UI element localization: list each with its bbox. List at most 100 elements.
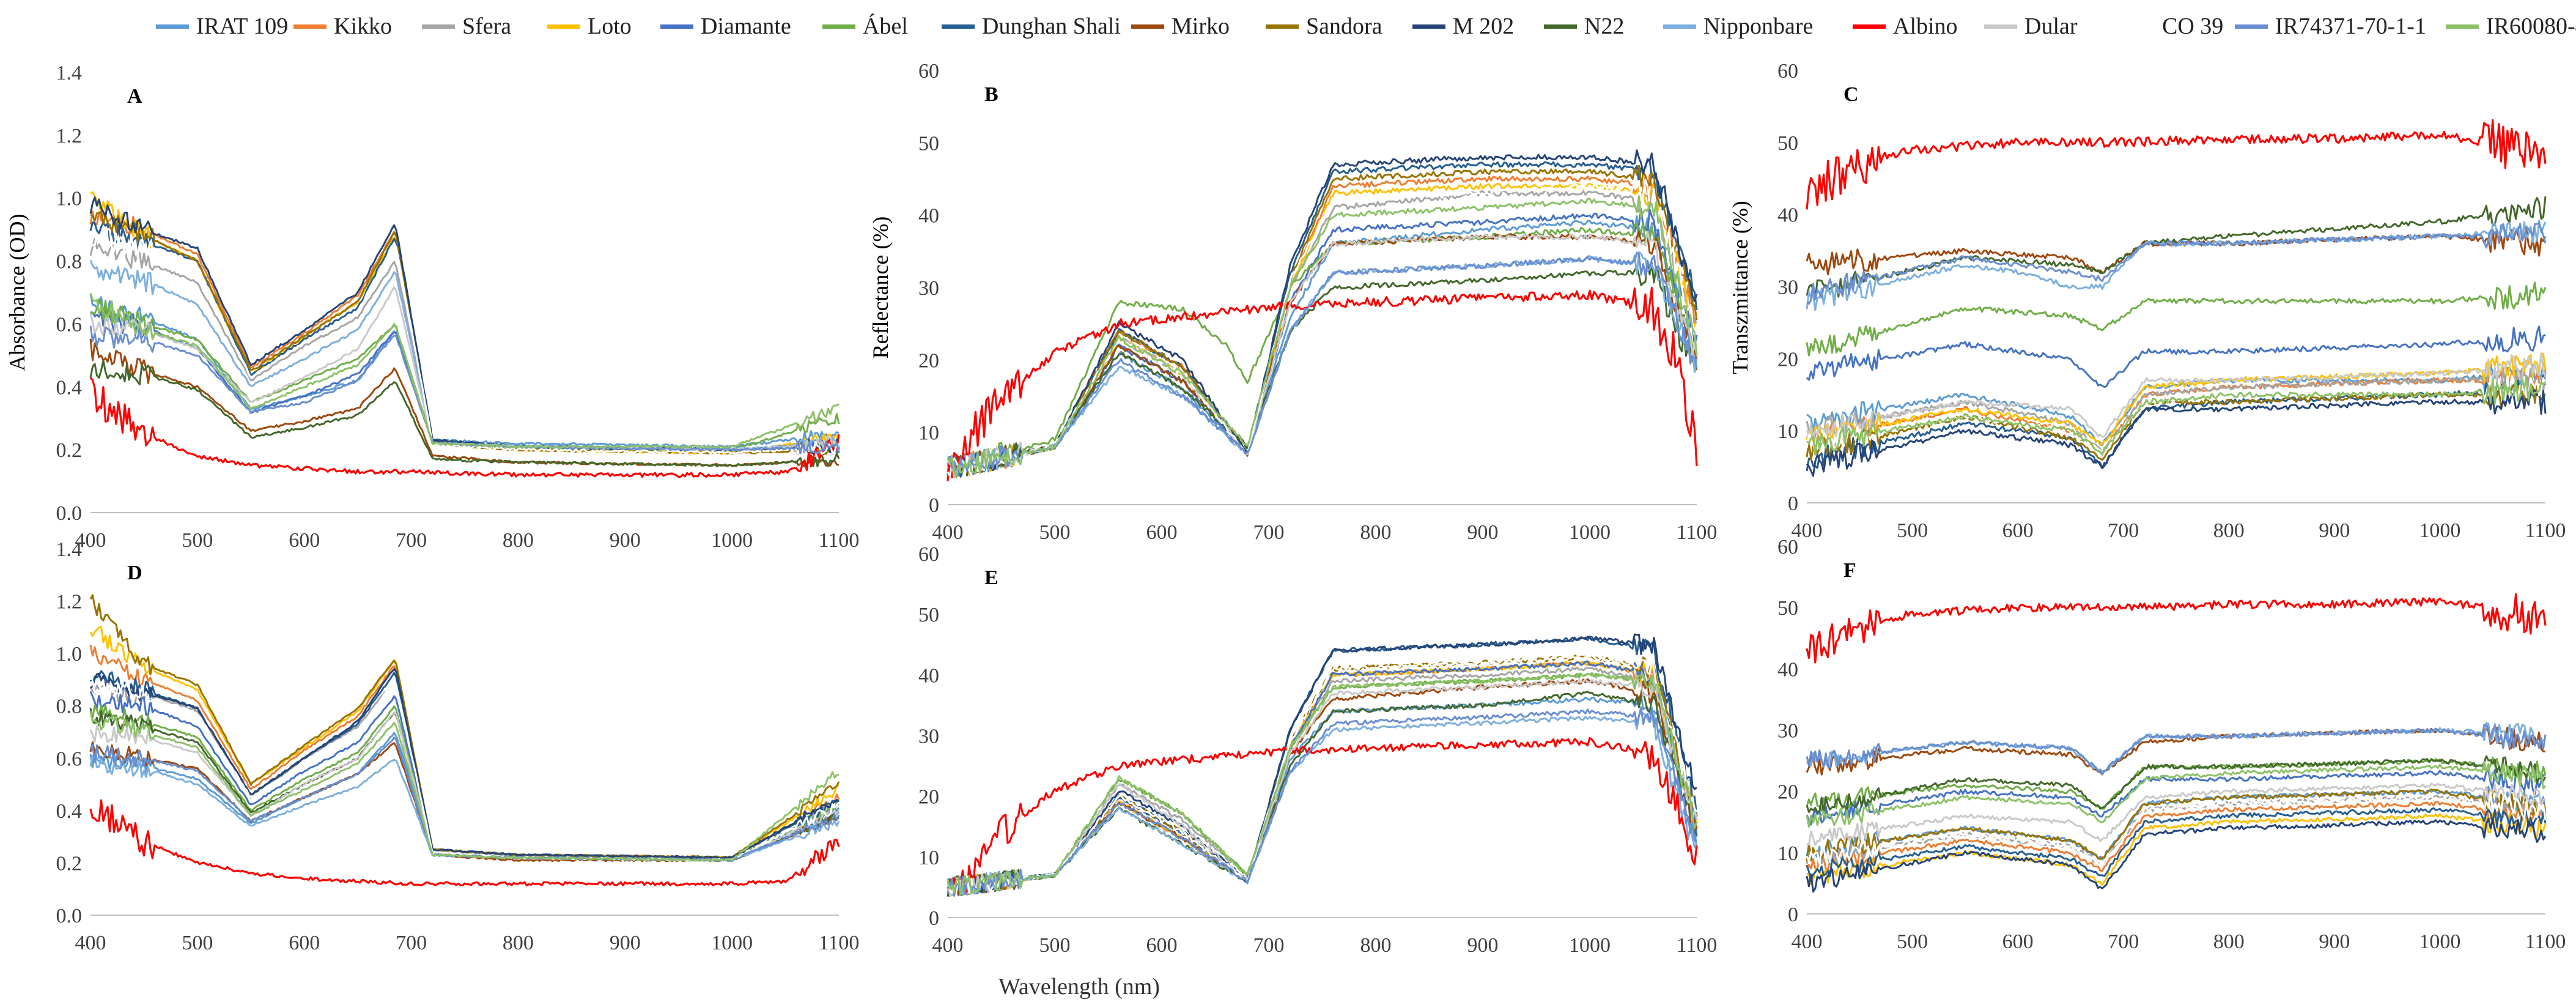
legend-item: Mirko bbox=[1131, 5, 1230, 48]
x-tick-label: 500 bbox=[182, 529, 213, 552]
series-line-dular bbox=[947, 675, 1698, 897]
series-line-albino bbox=[947, 737, 1698, 894]
legend-swatch bbox=[1412, 24, 1445, 29]
series-line-co-39 bbox=[947, 177, 1698, 478]
series-line-ir74371-70-1-1 bbox=[89, 736, 840, 862]
y-tick-label: 0 bbox=[929, 494, 939, 517]
panel-c: 0 10 20 30 40 50 60 400 500 600 700 800 900 1000 1100 C… bbox=[1728, 60, 2566, 542]
x-tick-label: 1100 bbox=[819, 529, 860, 552]
legend-label: CO 39 bbox=[2162, 13, 2224, 39]
legend-label: Dular bbox=[2024, 13, 2078, 39]
panel-label: B bbox=[984, 83, 998, 106]
series-line-m-202 bbox=[1806, 388, 2547, 477]
y-tick-label: 0.8 bbox=[56, 696, 83, 718]
series-line-m-202 bbox=[1806, 818, 2547, 893]
y-tick-label: 40 bbox=[1777, 204, 1798, 227]
y-tick-label: 20 bbox=[1777, 781, 1798, 804]
panel-label: A bbox=[127, 85, 142, 108]
series-line-m-202 bbox=[947, 633, 1697, 897]
x-tick-label: 900 bbox=[610, 932, 641, 954]
y-tick-label: 60 bbox=[1777, 60, 1798, 83]
series-line-albino bbox=[947, 286, 1698, 481]
x-tick-label: 400 bbox=[932, 521, 964, 544]
series-line-ir60080-46a bbox=[1806, 761, 2547, 828]
series-line-irat-109 bbox=[89, 294, 840, 448]
legend-label: Sfera bbox=[462, 13, 512, 39]
legend-item: Kikko bbox=[293, 5, 392, 48]
legend-label: M 202 bbox=[1453, 13, 1515, 39]
legend-item: M 202 bbox=[1412, 5, 1514, 48]
y-tick-label: 60 bbox=[918, 60, 939, 83]
series-line-albino bbox=[1806, 593, 2547, 664]
series-line-albino bbox=[1806, 119, 2547, 210]
series-line-sandora bbox=[89, 594, 840, 859]
legend-label: N22 bbox=[1584, 13, 1625, 39]
x-tick-label: 900 bbox=[1467, 934, 1499, 957]
x-tick-label: 1000 bbox=[1569, 934, 1611, 957]
legend-item: Sandora bbox=[1266, 5, 1382, 48]
legend-item: CO 39 bbox=[2122, 5, 2223, 48]
x-tick-label: 1000 bbox=[711, 932, 753, 954]
series-line-kikko bbox=[89, 644, 840, 859]
x-tick-label: 900 bbox=[2319, 930, 2350, 953]
series-line-co-39 bbox=[1806, 792, 2547, 866]
series-line-co-39 bbox=[89, 678, 840, 862]
panel-label: D bbox=[127, 562, 142, 584]
series-line-albino bbox=[89, 377, 840, 478]
x-tick-label: 400 bbox=[75, 529, 106, 552]
x-tick-label: 600 bbox=[2002, 930, 2034, 953]
series-line-nipponbare bbox=[1806, 220, 2547, 311]
legend-swatch bbox=[942, 24, 975, 29]
legend-item: N22 bbox=[1544, 5, 1624, 48]
panel-label: E bbox=[984, 566, 998, 589]
x-tick-label: 600 bbox=[1146, 934, 1178, 957]
x-tick-label: 500 bbox=[1039, 521, 1071, 544]
series-line-loto bbox=[1806, 352, 2547, 447]
legend-swatch bbox=[2235, 24, 2268, 29]
x-tick-label: 600 bbox=[289, 932, 320, 954]
y-tick-label: 0.4 bbox=[56, 376, 83, 399]
x-tick-label: 500 bbox=[1897, 519, 1928, 542]
legend-swatch bbox=[1984, 24, 2017, 29]
y-tick-label: 0.6 bbox=[56, 748, 83, 770]
legend-label: IR74371-70-1-1 bbox=[2275, 13, 2426, 39]
series-line-kikko bbox=[89, 210, 840, 455]
legend-item: IR74371-70-1-1 bbox=[2235, 5, 2426, 48]
x-tick-label: 500 bbox=[1039, 934, 1071, 957]
y-tick-label: 0.0 bbox=[56, 905, 83, 927]
y-tick-label: 1.2 bbox=[56, 125, 83, 147]
legend-swatch bbox=[2122, 24, 2155, 29]
series-line-diamante bbox=[90, 310, 840, 455]
legend-swatch bbox=[660, 24, 693, 29]
legend-item: Ábel bbox=[822, 5, 908, 48]
legend-label: IR60080-46A bbox=[2486, 13, 2576, 39]
series-line-n22 bbox=[89, 360, 840, 468]
x-tick-label: 700 bbox=[396, 932, 427, 954]
series-line-sandora bbox=[90, 210, 840, 456]
legend-label: Dunghan Shali bbox=[982, 13, 1121, 39]
y-tick-label: 20 bbox=[1777, 348, 1798, 371]
x-tick-label: 600 bbox=[2002, 519, 2034, 542]
legend-label: Sandora bbox=[1306, 13, 1382, 39]
y-tick-label: 0.8 bbox=[56, 251, 83, 273]
legend-item: Nipponbare bbox=[1663, 5, 1813, 48]
y-tick-label: 30 bbox=[1777, 720, 1798, 743]
series-line-dular bbox=[1806, 782, 2546, 846]
x-tick-label: 1000 bbox=[1569, 521, 1611, 544]
legend-item: Diamante bbox=[660, 5, 791, 48]
x-tick-label: 400 bbox=[932, 934, 964, 957]
x-tick-label: 900 bbox=[1467, 521, 1499, 544]
y-tick-label: 1.4 bbox=[56, 538, 83, 561]
y-axis-label: Absorbance (OD) bbox=[5, 214, 29, 371]
x-tick-label: 1000 bbox=[2419, 930, 2460, 953]
x-tick-label: 400 bbox=[75, 932, 106, 954]
series-line-m-202 bbox=[947, 149, 1698, 477]
series-line-kikko bbox=[1806, 799, 2547, 872]
series-line-n22 bbox=[947, 259, 1698, 478]
series-line-nipponbare bbox=[947, 251, 1698, 478]
series-line-co-39 bbox=[1806, 374, 2547, 456]
y-tick-label: 10 bbox=[918, 422, 939, 445]
legend-label: Ábel bbox=[863, 13, 908, 39]
y-tick-label: 0.0 bbox=[56, 502, 83, 525]
legend-swatch bbox=[1131, 24, 1164, 29]
